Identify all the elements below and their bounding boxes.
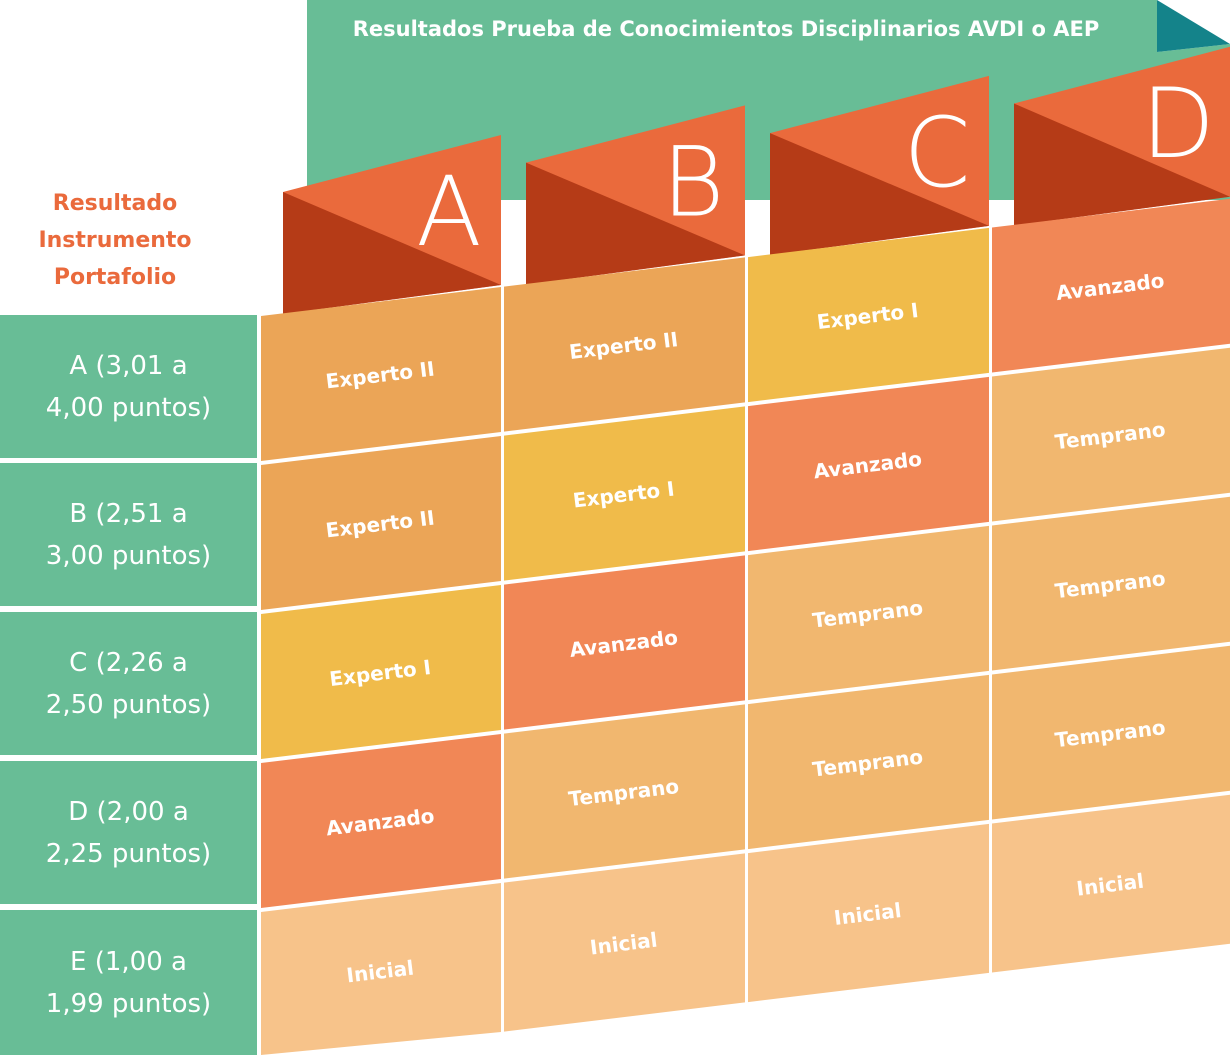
row-label-c: C (2,26 a 2,50 puntos) <box>0 612 257 755</box>
column-c-flag-dark <box>770 133 989 256</box>
row-label-a-line-1: A (3,01 a <box>69 350 188 381</box>
column-b-letter: B <box>662 126 725 238</box>
matrix-cell <box>992 794 1230 973</box>
column-c-letter: C <box>903 97 970 209</box>
matrix-cell <box>504 853 745 1032</box>
column-d-flag-dark <box>1014 103 1230 226</box>
column-a-flag-dark <box>283 192 501 314</box>
matrix-cell <box>261 584 501 759</box>
row-header-line-2: Instrumento <box>38 228 192 253</box>
row-label-a-line-2: 4,00 puntos) <box>45 392 212 423</box>
row-label-d-line-1: D (2,00 a <box>68 796 189 827</box>
column-headers: A B C D <box>283 46 1230 314</box>
row-label-d: D (2,00 a 2,25 puntos) <box>0 761 257 904</box>
header-corner-tab <box>1157 0 1230 52</box>
row-header-label: Resultado Instrumento Portafolio <box>20 185 210 296</box>
row-label-e: E (1,00 a 1,99 puntos) <box>0 910 257 1055</box>
column-d-letter: D <box>1141 68 1215 180</box>
header-banner <box>307 0 1230 200</box>
matrix-cell <box>504 555 745 730</box>
row-label-c-line-1: C (2,26 a <box>69 647 188 678</box>
row-label-e-line-2: 1,99 puntos) <box>45 988 212 1019</box>
matrix-cell <box>992 645 1230 820</box>
matrix-cell <box>992 347 1230 522</box>
matrix-cell <box>992 198 1230 373</box>
header-title: Resultados Prueba de Conocimientos Disci… <box>353 17 1099 41</box>
matrix-cell <box>748 227 989 403</box>
matrix-cell <box>748 525 989 701</box>
row-label-c-line-2: 2,50 puntos) <box>45 689 212 720</box>
row-header-line-1: Resultado <box>52 191 178 216</box>
row-label-d-line-2: 2,25 puntos) <box>45 838 212 869</box>
row-header-line-3: Portafolio <box>53 265 177 290</box>
row-label-b-line-2: 3,00 puntos) <box>45 540 212 571</box>
matrix-cell <box>504 257 745 432</box>
column-b-flag-dark <box>526 162 745 285</box>
matrix-cell <box>261 286 501 461</box>
matrix-cell <box>261 733 501 908</box>
matrix-cell <box>992 496 1230 671</box>
matrix-cell <box>504 704 745 879</box>
matrix-cell <box>261 882 501 1055</box>
row-label-a: A (3,01 a 4,00 puntos) <box>0 315 257 458</box>
matrix-cell <box>748 376 989 552</box>
row-label-b-line-1: B (2,51 a <box>69 498 188 529</box>
matrix-cell <box>504 406 745 581</box>
row-label-e-line-1: E (1,00 a <box>70 946 187 977</box>
row-label-b: B (2,51 a 3,00 puntos) <box>0 463 257 606</box>
column-a-letter: A <box>416 156 482 268</box>
matrix-cell <box>748 674 989 850</box>
matrix-cell <box>261 435 501 610</box>
matrix-cell <box>748 823 989 1003</box>
